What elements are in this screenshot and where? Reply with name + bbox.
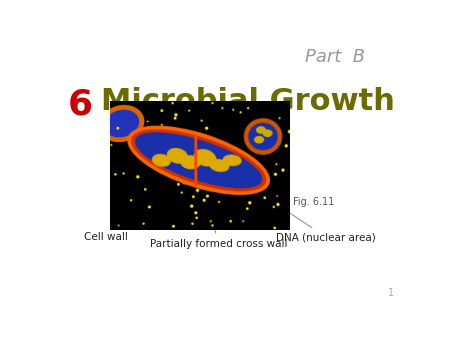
- Text: pp. 160-177: pp. 160-177: [116, 132, 234, 151]
- Text: Cell wall: Cell wall: [84, 200, 155, 242]
- Text: 1: 1: [388, 288, 395, 298]
- Text: Part  B: Part B: [305, 48, 365, 66]
- Text: Microbial Growth: Microbial Growth: [101, 88, 395, 116]
- Text: DNA (nuclear area): DNA (nuclear area): [268, 198, 376, 242]
- Text: Partially formed cross wall: Partially formed cross wall: [150, 211, 288, 248]
- Text: 6: 6: [68, 88, 93, 121]
- Text: Fig. 6.11: Fig. 6.11: [293, 197, 335, 207]
